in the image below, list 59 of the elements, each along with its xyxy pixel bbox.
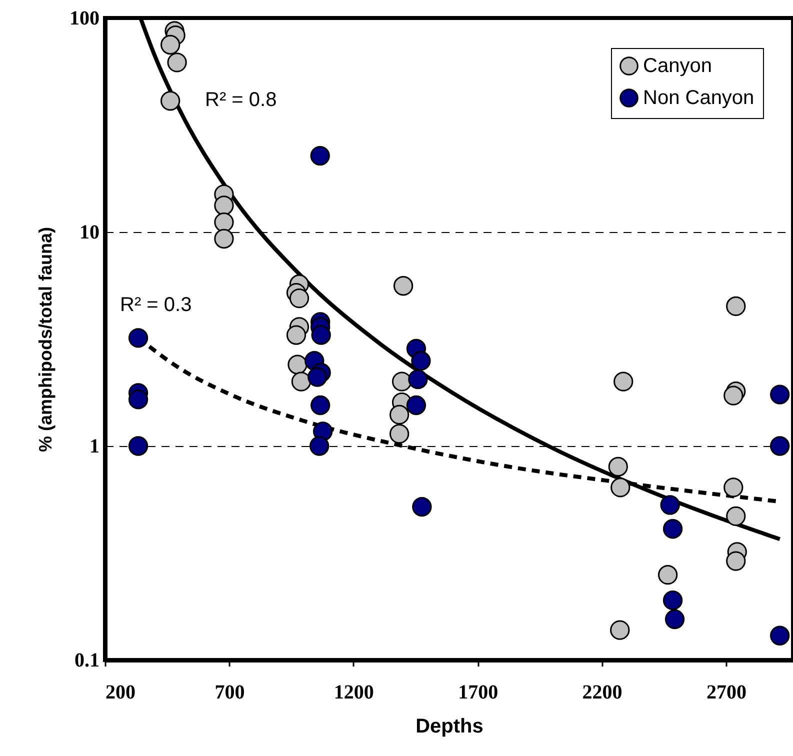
point: [408, 369, 428, 390]
x-tick-label: 2200: [582, 682, 622, 704]
point: [310, 146, 330, 166]
point: [160, 34, 180, 55]
point: [389, 404, 410, 425]
point: [291, 372, 312, 392]
x-tick-label: 700: [214, 682, 245, 704]
point: [308, 367, 328, 387]
point: [658, 565, 678, 585]
point: [724, 386, 744, 406]
point: [128, 328, 148, 348]
point: [310, 395, 330, 416]
point: [310, 436, 330, 456]
point: [406, 395, 426, 416]
point: [289, 288, 310, 308]
point: [610, 620, 630, 640]
point: [392, 372, 412, 392]
point: [288, 354, 308, 374]
point: [614, 372, 634, 392]
point: [160, 91, 180, 111]
point: [610, 478, 630, 498]
x-axis-title: Depths: [416, 716, 484, 738]
point: [286, 325, 306, 345]
point: [726, 551, 746, 571]
point: [214, 212, 234, 232]
point: [770, 384, 790, 404]
x-tick-label: 2700: [706, 682, 746, 704]
point: [214, 196, 234, 216]
y-tick-label: 1: [90, 436, 100, 458]
point: [128, 390, 148, 410]
point: [724, 478, 744, 498]
x-tick-label: 200: [106, 682, 136, 704]
y-tick-label: 10: [80, 222, 100, 244]
point: [311, 325, 331, 345]
point: [393, 276, 414, 296]
legend-label: Canyon: [643, 55, 712, 77]
point: [128, 436, 148, 456]
x-tick-label: 1700: [458, 682, 498, 704]
y-tick-label: 100: [70, 8, 100, 30]
y-tick-label: 0.1: [74, 650, 100, 672]
x-tick-label: 1200: [334, 682, 374, 704]
point: [726, 296, 746, 316]
point: [389, 424, 410, 444]
y-axis-title: % (amphipods/total fauna): [36, 226, 56, 452]
point: [167, 52, 187, 72]
annotation: R² = 0.3: [120, 294, 192, 316]
point: [660, 495, 680, 515]
annotation: R² = 0.8: [205, 89, 277, 111]
point: [662, 590, 683, 610]
point: [726, 506, 746, 526]
point: [412, 496, 432, 517]
point: [770, 626, 790, 646]
point: [662, 519, 683, 539]
point: [664, 609, 685, 630]
legend-label: Non Canyon: [643, 87, 754, 109]
point: [608, 456, 628, 477]
point: [411, 351, 431, 371]
point: [770, 436, 790, 456]
point: [214, 228, 234, 249]
